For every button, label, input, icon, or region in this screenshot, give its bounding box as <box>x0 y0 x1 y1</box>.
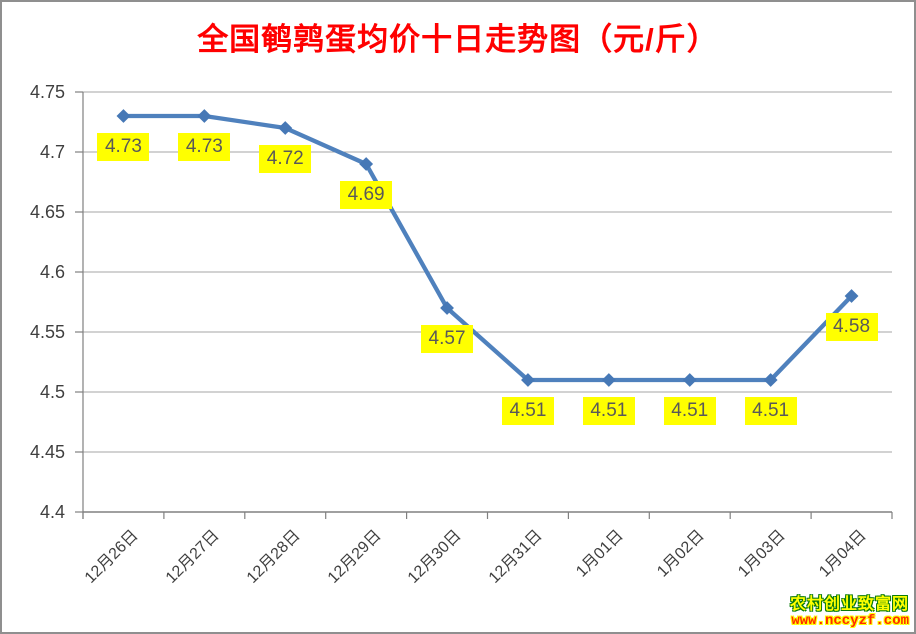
data-point-label: 4.51 <box>582 397 635 425</box>
data-point-label: 4.72 <box>259 145 312 173</box>
y-axis-tick-label: 4.55 <box>29 322 65 342</box>
data-point-label: 4.51 <box>744 397 797 425</box>
data-point-marker <box>359 157 374 171</box>
watermark-site-url: www.nccyzf.com <box>791 613 909 629</box>
data-point-marker <box>278 121 293 135</box>
y-axis-tick-label: 4.5 <box>39 382 65 402</box>
y-axis-tick-label: 4.75 <box>29 82 65 102</box>
data-point-marker <box>440 301 454 315</box>
price-line <box>121 113 854 383</box>
watermark-site-name: 农村创业致富网 <box>789 596 909 613</box>
data-point-label: 4.73 <box>178 133 231 161</box>
data-point-label: 4.51 <box>501 397 554 425</box>
y-axis-tick-label: 4.7 <box>39 142 65 162</box>
data-point-label: 4.51 <box>663 397 716 425</box>
data-point-label: 4.69 <box>340 181 393 209</box>
data-point-marker <box>197 109 212 123</box>
data-point-marker <box>682 373 697 387</box>
chart-title: 全国鹌鹑蛋均价十日走势图（元/斤） <box>197 22 719 57</box>
watermark: 农村创业致富网 www.nccyzf.com <box>789 596 909 630</box>
y-axis-tick-label: 4.4 <box>39 502 65 522</box>
data-point-label: 4.73 <box>97 133 150 161</box>
data-point-marker <box>116 109 131 123</box>
y-axis-tick-label: 4.6 <box>39 262 65 282</box>
data-point-marker <box>601 373 616 387</box>
y-axis-tick-label: 4.65 <box>29 202 65 222</box>
data-point-label: 4.58 <box>825 313 878 341</box>
y-axis-tick-label: 4.45 <box>29 442 65 462</box>
data-point-label: 4.57 <box>421 325 474 353</box>
